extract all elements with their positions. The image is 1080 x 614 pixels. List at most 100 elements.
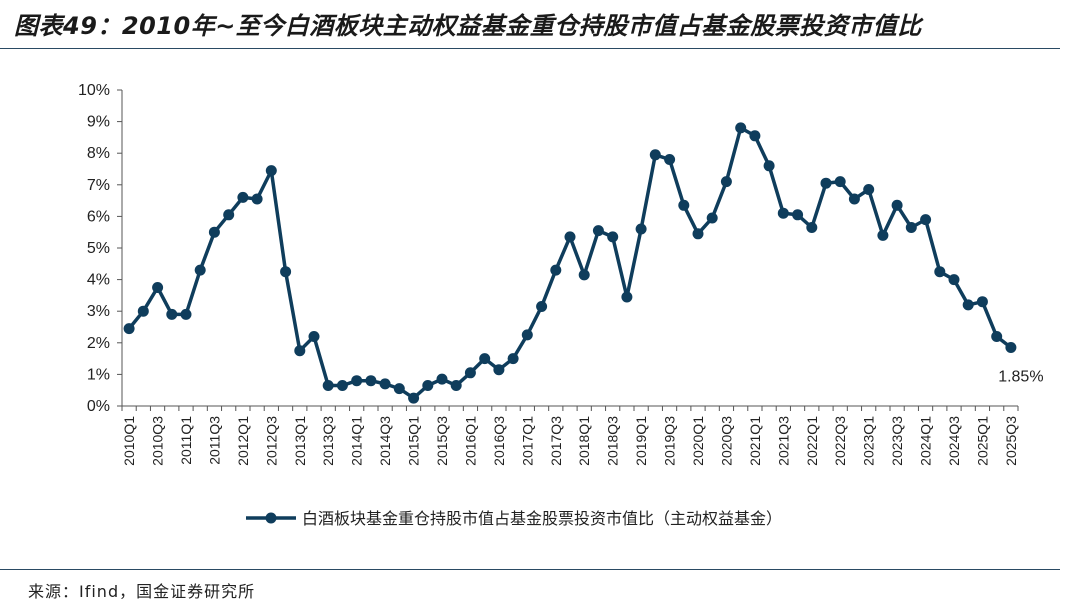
- x-tick-label: 2024Q1: [918, 416, 934, 466]
- data-point: [948, 274, 960, 286]
- data-point: [976, 296, 988, 308]
- x-tick-label: 2013Q3: [320, 416, 336, 466]
- y-tick-label: 8%: [87, 145, 110, 162]
- last-value-label: 1.85%: [998, 369, 1043, 386]
- data-point: [308, 331, 320, 342]
- data-point: [237, 191, 249, 203]
- y-tick-label: 7%: [87, 177, 110, 194]
- data-point: [436, 373, 448, 385]
- x-axis: 2010Q1 2010Q3 2011Q1 2011Q3 2012Q1 2012Q3 2013…: [121, 405, 1019, 466]
- y-tick-label: 0%: [87, 398, 110, 415]
- data-point: [877, 229, 889, 241]
- data-point: [578, 269, 590, 281]
- x-tick-label: 2019Q1: [633, 416, 649, 466]
- legend: 白酒板块基金重仓持股市值占基金股票投资市值比（主动权益基金）: [246, 510, 782, 528]
- data-point: [450, 380, 462, 391]
- data-point: [706, 212, 718, 224]
- y-tick-label: 1%: [87, 366, 110, 383]
- data-point: [208, 226, 220, 238]
- x-tick-label: 2022Q3: [832, 416, 848, 466]
- data-point: [607, 231, 619, 243]
- data-point: [891, 199, 903, 211]
- data-point: [166, 308, 178, 320]
- data-point: [664, 154, 676, 165]
- x-tick-label: 2012Q3: [263, 416, 279, 466]
- data-point: [905, 222, 917, 233]
- data-point: [536, 301, 548, 312]
- x-tick-label: 2010Q1: [121, 416, 137, 466]
- data-point: [322, 380, 334, 391]
- title-bar: 图表49：2010年~至今白酒板块主动权益基金重仓持股市值占基金股票投资市值比: [0, 0, 1080, 50]
- data-point: [934, 266, 946, 278]
- data-point: [550, 264, 562, 276]
- data-point: [920, 214, 932, 226]
- y-tick-label: 6%: [87, 208, 110, 225]
- x-tick-label: 2025Q1: [974, 416, 990, 466]
- data-point: [422, 380, 434, 391]
- data-point: [251, 193, 263, 205]
- line-chart: 0% 1% 2% 3% 4% 5% 6% 7% 8% 9% 10% 2010Q1 2010Q3 2011…: [78, 82, 1044, 528]
- chart-title: 图表49：2010年~至今白酒板块主动权益基金重仓持股市值占基金股票投资市值比: [14, 12, 922, 40]
- x-tick-label: 2014Q3: [377, 416, 393, 466]
- data-point: [863, 184, 875, 195]
- data-point: [152, 282, 164, 293]
- x-tick-label: 2024Q3: [946, 416, 962, 466]
- data-point: [336, 380, 348, 391]
- data-point: [493, 364, 505, 376]
- x-tick-label: 2013Q1: [292, 416, 308, 466]
- y-tick-label: 3%: [87, 303, 110, 320]
- annotations: 1.85%: [998, 369, 1043, 386]
- x-tick-label: 2011Q1: [178, 416, 194, 465]
- series-points: [123, 122, 1017, 404]
- data-point: [848, 193, 860, 205]
- y-tick-label: 4%: [87, 272, 110, 289]
- x-tick-label: 2010Q3: [150, 416, 166, 466]
- data-point: [592, 225, 604, 237]
- x-tick-label: 2025Q3: [1003, 416, 1019, 466]
- data-point: [280, 266, 292, 278]
- x-tick-label: 2022Q1: [804, 416, 820, 466]
- data-point: [820, 177, 832, 189]
- x-tick-label: 2015Q1: [406, 416, 422, 466]
- data-point: [991, 331, 1003, 342]
- y-tick-label: 2%: [87, 335, 110, 352]
- x-tick-label: 2023Q1: [861, 416, 877, 466]
- data-point: [749, 130, 761, 142]
- y-axis: 0% 1% 2% 3% 4% 5% 6% 7% 8% 9% 10%: [78, 82, 123, 415]
- y-tick-label: 10%: [78, 82, 110, 99]
- x-tick-label: 2011Q3: [206, 416, 222, 465]
- data-point: [521, 329, 533, 341]
- data-point: [763, 160, 775, 172]
- x-tick-label: 2019Q3: [662, 416, 678, 466]
- data-point: [180, 308, 192, 320]
- data-point: [223, 209, 235, 221]
- source-note: 来源：Ifind，国金证券研究所: [28, 582, 256, 601]
- legend-marker: [265, 512, 277, 524]
- data-point: [635, 223, 647, 235]
- x-tick-label: 2020Q1: [690, 416, 706, 466]
- x-tick-label: 2021Q1: [747, 416, 763, 466]
- x-tick-label: 2018Q3: [605, 416, 621, 466]
- data-point: [564, 231, 576, 243]
- series-line: [127, 126, 1012, 400]
- y-tick-label: 5%: [87, 240, 110, 257]
- x-tick-label: 2021Q3: [775, 416, 791, 466]
- data-point: [393, 383, 405, 395]
- x-tick-label: 2017Q3: [548, 416, 564, 466]
- footer-divider: [0, 569, 1060, 570]
- data-point: [1005, 342, 1017, 353]
- series-polyline: [127, 126, 1012, 400]
- data-point: [194, 264, 206, 276]
- y-tick-label: 9%: [87, 114, 110, 131]
- data-point: [507, 353, 519, 365]
- data-point: [351, 375, 363, 387]
- data-point: [137, 305, 149, 317]
- data-point: [720, 176, 732, 188]
- data-point: [365, 375, 377, 387]
- x-tick-label: 2016Q1: [462, 416, 478, 466]
- data-point: [265, 165, 277, 177]
- x-tick-label: 2023Q3: [889, 416, 905, 466]
- data-point: [294, 345, 306, 357]
- data-point: [777, 207, 789, 219]
- title-divider: [0, 48, 1060, 49]
